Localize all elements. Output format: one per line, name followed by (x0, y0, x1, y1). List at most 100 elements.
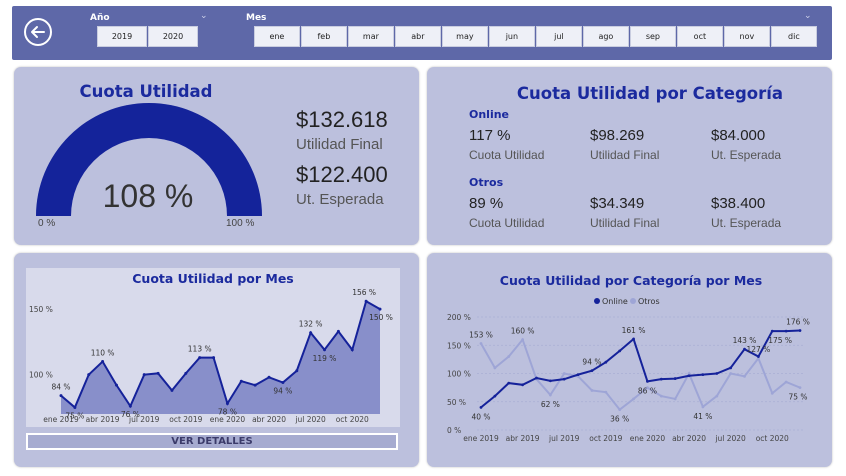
point-otros (507, 355, 511, 358)
month-filter-label: Mes (246, 13, 267, 23)
point-online (562, 377, 566, 381)
gauge-min-label: 0 % (38, 218, 56, 229)
monthly-data-label: 113 % (188, 345, 212, 354)
utilidad-final-value: $132.618 (296, 107, 388, 132)
monthly-x-tick: abr 2019 (86, 415, 120, 424)
group-name-online: Online (469, 108, 510, 121)
point-online (479, 406, 483, 409)
point-online (743, 347, 746, 351)
point-online (521, 383, 525, 387)
category-card-title: Cuota Utilidad por Categoría (516, 84, 784, 103)
monthly-point (128, 404, 132, 408)
category-x-tick: jul 2020 (714, 434, 746, 443)
year-button-2019[interactable]: 2019 (97, 26, 147, 47)
month-button-nov[interactable]: nov (724, 26, 770, 47)
year-filter-label: Año (90, 13, 110, 23)
category-data-label-online: 143 % (733, 336, 757, 345)
category-x-tick: jul 2019 (548, 434, 580, 443)
monthly-point (364, 299, 368, 303)
point-otros (743, 374, 746, 378)
month-button-abr[interactable]: abr (395, 26, 441, 47)
ut-esperada-label: Ut. Esperada (296, 191, 384, 208)
year-filter-chevron-icon[interactable]: ⌄ (200, 11, 208, 21)
monthly-data-label: 75 % (65, 411, 84, 420)
point-online (576, 373, 580, 377)
monthly-data-label: 94 % (273, 387, 292, 396)
point-otros (521, 338, 525, 341)
category-data-label-otros: 75 % (788, 393, 807, 402)
monthly-point (142, 373, 146, 377)
monthly-data-label: 132 % (299, 320, 323, 329)
year-button-2020[interactable]: 2020 (148, 26, 198, 47)
month-button-may[interactable]: may (442, 26, 488, 47)
otros-cuota-value: 89 % (469, 195, 504, 212)
point-online (784, 329, 788, 333)
point-otros (715, 394, 719, 398)
point-online (590, 369, 594, 373)
utilidad-final-label: Utilidad Final (296, 136, 383, 153)
monthly-point (59, 394, 63, 398)
online-cuota-label: Cuota Utilidad (469, 148, 545, 162)
category-data-label-otros: 153 % (469, 331, 493, 340)
category-x-tick: ene 2020 (630, 434, 666, 443)
category-y-tick: 50 % (447, 398, 466, 407)
otros-ut-esperada-value: $38.400 (711, 195, 766, 212)
monthly-data-label: 156 % (352, 288, 376, 297)
month-button-jun[interactable]: jun (489, 26, 535, 47)
month-button-ago[interactable]: ago (583, 26, 629, 47)
month-button-oct[interactable]: oct (677, 26, 723, 47)
point-online (535, 376, 538, 380)
point-otros (590, 389, 594, 392)
back-button[interactable] (24, 18, 52, 46)
month-filter-chevron-icon[interactable]: ⌄ (804, 11, 812, 21)
monthly-chart-title: Cuota Utilidad por Mes (132, 271, 294, 286)
monthly-x-tick: ene 2020 (210, 415, 246, 424)
online-ut-esperada-label: Ut. Esperada (711, 148, 782, 162)
category-x-tick: abr 2020 (672, 434, 706, 443)
point-otros (632, 397, 635, 401)
monthly-point (156, 371, 160, 375)
category-data-label-otros: 127 % (746, 345, 770, 354)
monthly-point (212, 356, 216, 360)
point-online (646, 380, 649, 383)
monthly-point (267, 375, 271, 379)
point-online (798, 329, 802, 332)
monthly-x-tick: oct 2020 (336, 415, 369, 424)
monthly-point (170, 388, 174, 392)
legend-label-otros: Otros (638, 297, 660, 306)
point-otros (687, 372, 691, 375)
online-utilidad-final-label: Utilidad Final (590, 148, 660, 162)
month-button-sep[interactable]: sep (630, 26, 676, 47)
ver-detalles-button[interactable]: VER DETALLES (26, 433, 398, 450)
monthly-line (60, 299, 381, 410)
point-online (756, 355, 760, 358)
point-otros (562, 372, 566, 375)
online-utilidad-final-value: $98.269 (590, 127, 645, 144)
month-button-mar[interactable]: mar (348, 26, 394, 47)
month-button-jul[interactable]: jul (536, 26, 582, 47)
category-data-label-online: 40 % (471, 412, 490, 421)
point-online (493, 394, 497, 398)
category-data-label-online: 175 % (768, 336, 792, 345)
monthly-x-tick: ene 2019 (43, 415, 79, 424)
point-online (729, 366, 733, 370)
point-otros (479, 342, 483, 345)
gauge-value: 108 % (102, 178, 194, 214)
monthly-y-tick: 150 % (29, 305, 53, 314)
month-button-ene[interactable]: ene (254, 26, 300, 47)
monthly-x-tick: abr 2020 (252, 415, 286, 424)
point-otros (646, 386, 649, 390)
point-otros (618, 408, 622, 412)
category-month-line-chart: Cuota Utilidad por Categoría por Mes 0 %… (447, 273, 810, 443)
arrow-left-icon (31, 26, 45, 38)
monthly-point (101, 360, 105, 364)
monthly-area-chart: Cuota Utilidad por Mes 100 % 150 % ene 201… (29, 271, 393, 424)
point-online (604, 360, 608, 364)
category-x-tick: oct 2020 (756, 434, 789, 443)
month-button-dic[interactable]: dic (771, 26, 817, 47)
monthly-point (336, 329, 340, 333)
monthly-data-label: 110 % (91, 349, 115, 358)
month-button-feb[interactable]: feb (301, 26, 347, 47)
monthly-point (350, 348, 354, 352)
category-data-label-otros: 62 % (541, 400, 560, 409)
